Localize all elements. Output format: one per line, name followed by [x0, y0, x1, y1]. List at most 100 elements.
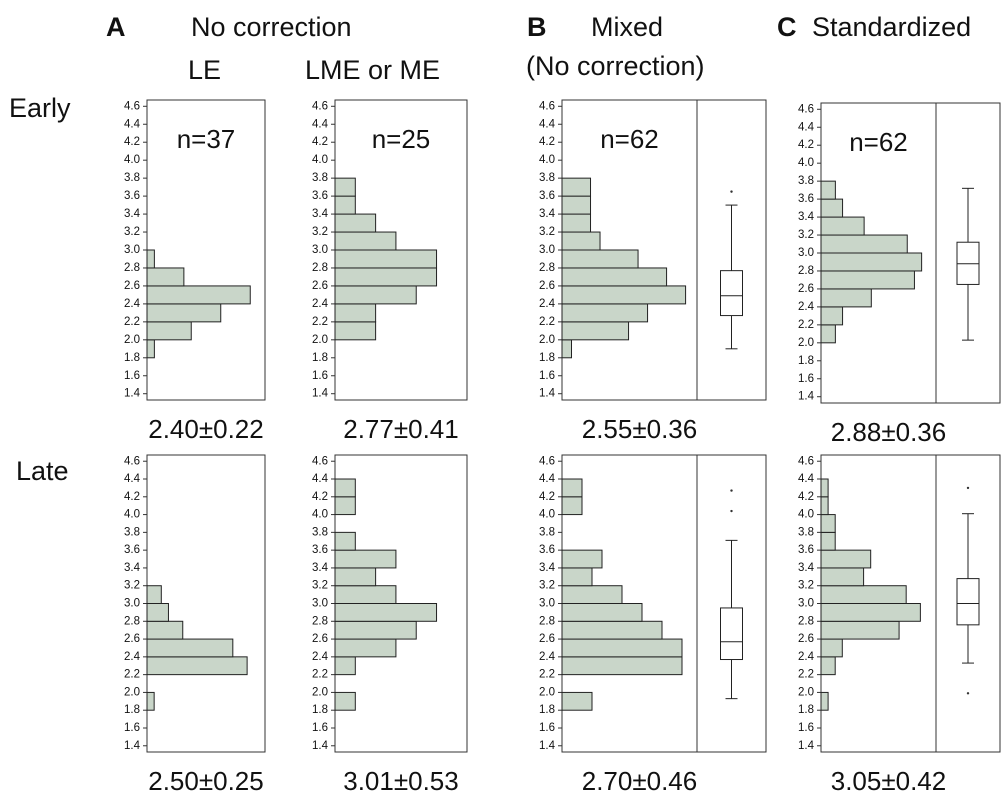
mean-sd: 3.05±0.42 — [831, 766, 946, 794]
mean-sd: 2.88±0.36 — [831, 417, 946, 447]
y-tick-label: 1.8 — [312, 352, 328, 364]
y-tick-label: 2.2 — [312, 316, 328, 328]
y-tick-label: 3.0 — [124, 598, 140, 610]
y-tick-label: 2.6 — [539, 280, 555, 292]
histogram-bar — [820, 620, 900, 640]
y-tick-label: 1.6 — [312, 370, 328, 382]
column-header: Standardized — [812, 12, 971, 42]
y-tick-label: 2.2 — [798, 669, 814, 681]
histogram-bar — [146, 620, 184, 640]
y-tick-label: 3.4 — [312, 208, 329, 220]
y-tick-label: 3.2 — [798, 580, 814, 592]
y-tick-label: 3.4 — [539, 208, 556, 220]
y-tick-label: 2.0 — [124, 334, 140, 346]
histogram-bar — [334, 585, 397, 605]
y-tick-label: 2.8 — [539, 615, 555, 627]
y-tick-label: 4.6 — [539, 455, 555, 467]
y-tick-label: 1.4 — [798, 740, 815, 752]
histogram-bar — [820, 603, 921, 622]
outlier — [730, 509, 733, 513]
y-tick-label: 1.4 — [312, 388, 329, 400]
histogram-bar — [561, 231, 601, 251]
y-tick-label: 3.6 — [124, 544, 140, 556]
y-tick-label: 4.6 — [798, 455, 814, 467]
y-tick-label: 2.0 — [798, 686, 814, 698]
histogram-bar — [146, 267, 185, 287]
outlier — [730, 489, 733, 492]
y-tick-label: 2.8 — [798, 265, 814, 277]
y-tick-label: 3.2 — [539, 226, 555, 238]
histogram-bar — [820, 531, 836, 551]
y-tick-label: 4.2 — [124, 491, 140, 503]
y-tick-label: 3.8 — [798, 526, 814, 538]
y-tick-label: 1.4 — [798, 391, 815, 403]
histogram-bar — [146, 321, 192, 341]
y-tick-label: 4.4 — [312, 473, 329, 485]
y-tick-label: 3.8 — [124, 526, 140, 538]
column-header: No correction — [191, 12, 352, 42]
y-tick-label: 1.8 — [124, 704, 140, 716]
histogram-bar — [334, 549, 397, 569]
y-tick-label: 1.6 — [539, 370, 555, 382]
box — [720, 270, 743, 317]
y-tick-label: 1.4 — [539, 740, 556, 752]
histogram-bar — [820, 656, 836, 676]
y-tick-label: 3.0 — [312, 598, 328, 610]
histogram-bar — [561, 585, 623, 605]
y-tick-label: 2.6 — [798, 283, 814, 295]
y-tick-label: 4.2 — [798, 491, 814, 503]
y-tick-label: 2.8 — [312, 262, 328, 274]
y-tick-label: 2.6 — [124, 280, 140, 292]
y-tick-label: 3.8 — [539, 526, 555, 538]
histogram-bar — [146, 249, 155, 269]
y-tick-label: 4.6 — [124, 100, 140, 112]
y-tick-label: 3.6 — [798, 193, 814, 205]
histogram-bar — [334, 177, 356, 197]
y-tick-label: 4.0 — [312, 154, 328, 166]
y-tick-label: 2.0 — [124, 686, 140, 698]
y-tick-label: 4.0 — [312, 509, 328, 521]
sample-size: n=62 — [849, 127, 908, 157]
y-tick-label: 2.4 — [798, 651, 815, 663]
y-tick-label: 3.6 — [312, 190, 328, 202]
histogram-bar — [820, 180, 836, 200]
histogram-bar — [561, 285, 687, 305]
y-tick-label: 1.4 — [539, 388, 556, 400]
histogram-bar — [146, 585, 162, 605]
y-tick-label: 2.6 — [312, 280, 328, 292]
y-tick-label: 4.2 — [312, 491, 328, 503]
y-tick-label: 2.0 — [312, 334, 328, 346]
outlier — [730, 190, 733, 193]
y-tick-label: 4.4 — [798, 473, 815, 485]
histogram-bar — [146, 638, 234, 658]
histogram-bar — [334, 620, 417, 640]
histogram-bar — [820, 514, 836, 533]
y-tick-label: 4.2 — [539, 491, 555, 503]
histogram-bar — [334, 249, 438, 269]
y-tick-label: 1.8 — [798, 355, 814, 367]
y-tick-label: 3.8 — [312, 172, 328, 184]
histogram-bar — [820, 478, 829, 498]
histogram-bar — [561, 567, 593, 587]
histogram-bar — [820, 234, 908, 254]
panel-letter: B — [527, 12, 547, 42]
histogram-bar — [146, 339, 155, 359]
plot-frame — [146, 99, 266, 401]
histogram-bar — [820, 549, 872, 569]
y-tick-label: 3.0 — [539, 244, 555, 256]
histogram-bar — [820, 270, 915, 290]
y-tick-label: 4.0 — [798, 509, 814, 521]
mean-sd: 2.40±0.22 — [148, 414, 263, 444]
histogram-bar — [146, 603, 169, 622]
y-tick-label: 1.6 — [124, 722, 140, 734]
y-tick-label: 3.0 — [312, 244, 328, 256]
y-tick-label: 3.8 — [798, 175, 814, 187]
histogram-bar — [334, 478, 356, 498]
y-tick-label: 1.8 — [798, 704, 814, 716]
histogram-bar — [334, 603, 438, 622]
column-header: (No correction) — [526, 51, 705, 81]
histogram-bar — [334, 656, 356, 676]
y-tick-label: 2.8 — [539, 262, 555, 274]
y-tick-label: 2.4 — [312, 651, 329, 663]
y-tick-label: 3.2 — [798, 229, 814, 241]
